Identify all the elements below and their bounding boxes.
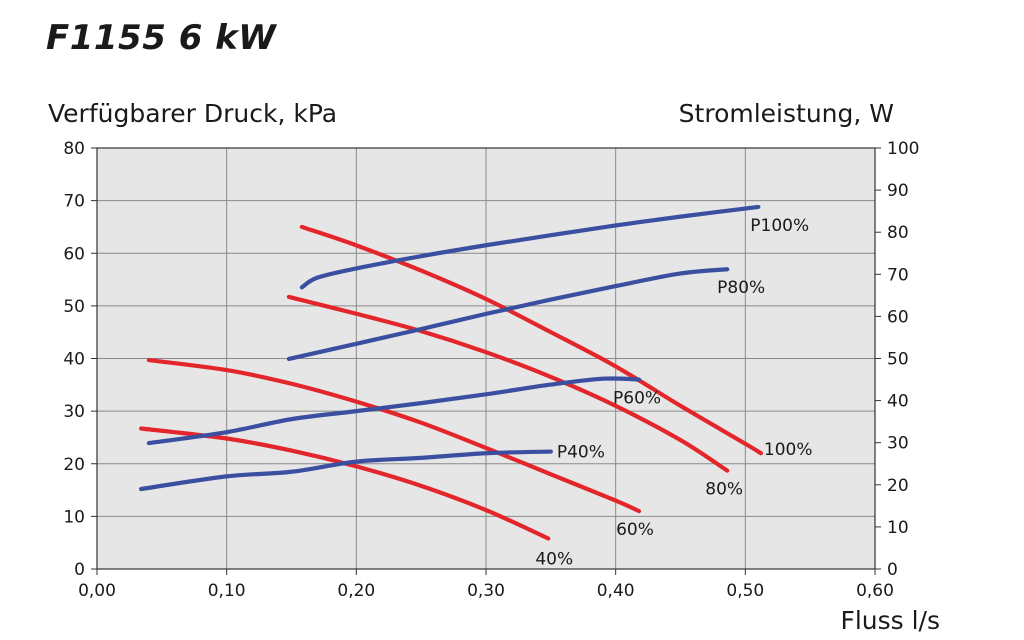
y-tick-label-left: 80 xyxy=(63,139,85,159)
y-tick-label-right: 70 xyxy=(887,265,909,285)
curve-label-100: 100% xyxy=(764,440,813,460)
curve-label-60: 60% xyxy=(616,520,654,540)
y-tick-label-left: 50 xyxy=(63,297,85,317)
y-axis-label-right: Stromleistung, W xyxy=(678,99,894,128)
curve-label-p80: P80% xyxy=(717,278,765,298)
x-tick-label: 0,20 xyxy=(337,581,375,601)
y-tick-label-right: 20 xyxy=(887,476,909,496)
y-tick-label-right: 0 xyxy=(887,560,898,580)
y-tick-label-right: 80 xyxy=(887,223,909,243)
power-curve-p80 xyxy=(286,267,730,362)
x-tick-label: 0,10 xyxy=(208,581,246,601)
y-tick-label-left: 20 xyxy=(63,455,85,475)
y-tick-label-right: 30 xyxy=(887,434,909,454)
curve-label-p100: P100% xyxy=(750,216,809,236)
y-tick-label-left: 70 xyxy=(63,192,85,212)
y-tick-label-right: 90 xyxy=(887,181,909,201)
curve-label-p60: P60% xyxy=(613,389,661,409)
x-tick-label: 0,30 xyxy=(467,581,505,601)
power-curve-p60 xyxy=(146,376,642,446)
x-tick-label: 0,00 xyxy=(78,581,116,601)
x-tick-label: 0,50 xyxy=(726,581,764,601)
power-curve-p100 xyxy=(299,204,761,290)
y-axis-label-left: Verfügbarer Druck, kPa xyxy=(48,99,338,128)
curve-label-80: 80% xyxy=(705,480,743,500)
y-tick-label-left: 30 xyxy=(63,402,85,422)
y-tick-label-left: 60 xyxy=(63,244,85,264)
y-tick-label-left: 10 xyxy=(63,507,85,527)
x-axis-label: Fluss l/s xyxy=(840,606,940,635)
curve-label-40: 40% xyxy=(535,549,573,569)
x-tick-label: 0,60 xyxy=(856,581,894,601)
pressure-curve-60 xyxy=(146,357,642,514)
pressure-curve-80 xyxy=(286,294,730,473)
y-tick-label-right: 50 xyxy=(887,350,909,370)
x-tick-label: 0,40 xyxy=(597,581,635,601)
curve-label-p40: P40% xyxy=(557,443,605,463)
y-tick-label-right: 60 xyxy=(887,307,909,327)
y-tick-label-left: 0 xyxy=(74,560,85,580)
chart-title: F1155 6 kW xyxy=(46,18,277,58)
y-tick-label-right: 100 xyxy=(887,139,919,159)
y-tick-label-right: 10 xyxy=(887,518,909,538)
y-tick-label-right: 40 xyxy=(887,392,909,412)
y-tick-label-left: 40 xyxy=(63,350,85,370)
pressure-curve-40 xyxy=(138,426,551,541)
pressure-curve-100 xyxy=(299,224,763,456)
power-curve-p40 xyxy=(138,449,553,492)
